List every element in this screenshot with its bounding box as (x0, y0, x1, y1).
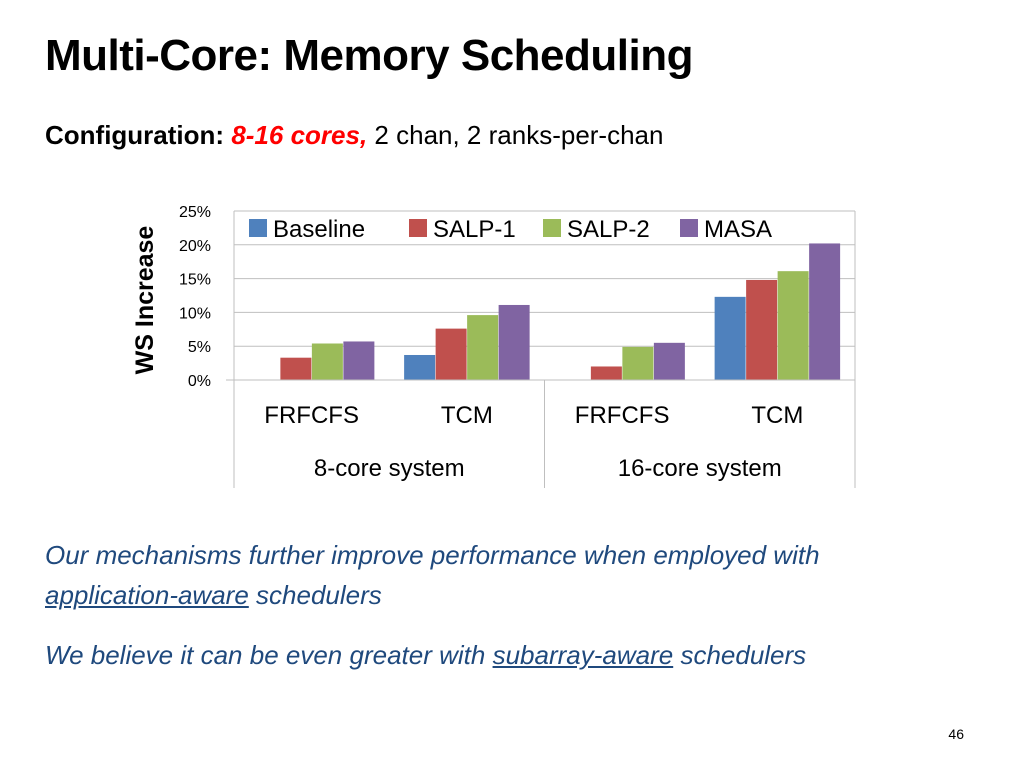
y-tick-label: 0% (188, 373, 211, 390)
y-tick-label: 15% (179, 272, 211, 289)
bar (343, 341, 375, 380)
note2-suffix: schedulers (680, 640, 807, 670)
x-tick-label: FRFCFS (575, 402, 670, 429)
bar (746, 279, 778, 380)
bar (280, 357, 312, 380)
legend-label: SALP-1 (433, 216, 516, 243)
bar (653, 342, 685, 380)
y-tick-label: 25% (179, 204, 211, 221)
configuration-cores: 8-16 cores, (231, 120, 368, 150)
note1-text: Our mechanisms further improve performan… (45, 540, 820, 570)
bar (777, 271, 809, 380)
configuration-details: 2 chan, 2 ranks-per-chan (374, 120, 664, 150)
y-tick-label: 20% (179, 238, 211, 255)
configuration-label: Configuration: (45, 120, 225, 150)
note2-text: We believe it can be even greater with (45, 640, 486, 670)
group-label: 8-core system (314, 455, 465, 482)
group-label: 16-core system (618, 455, 782, 482)
legend-swatch (543, 219, 561, 237)
y-tick-label: 10% (179, 305, 211, 322)
x-tick-label: TCM (441, 402, 493, 429)
note1-suffix: schedulers (256, 580, 382, 611)
legend-swatch (409, 219, 427, 237)
page-number: 46 (948, 726, 964, 742)
bar (311, 343, 343, 380)
legend-label: Baseline (273, 216, 365, 243)
note-application-aware: Our mechanisms further improve performan… (45, 535, 945, 616)
bar (435, 328, 467, 380)
legend-swatch (680, 219, 698, 237)
bar (498, 304, 530, 380)
bar (809, 243, 841, 380)
slide-title: Multi-Core: Memory Scheduling (45, 31, 693, 80)
legend-label: MASA (704, 216, 772, 243)
bar (590, 366, 622, 380)
x-tick-label: TCM (751, 402, 803, 429)
note1-underlined-term: application-aware (45, 580, 249, 611)
bar (404, 354, 436, 380)
configuration-line: Configuration: 8-16 cores, 2 chan, 2 ran… (45, 120, 663, 151)
bar (467, 315, 499, 380)
legend-swatch (249, 219, 267, 237)
y-tick-label: 5% (188, 339, 211, 356)
note2-underlined-term: subarray-aware (492, 640, 674, 670)
legend-label: SALP-2 (567, 216, 650, 243)
note-subarray-aware: We believe it can be even greater with s… (45, 635, 985, 675)
bar (714, 296, 746, 380)
bar (622, 346, 654, 380)
x-tick-label: FRFCFS (264, 402, 359, 429)
y-axis-title: WS Increase (131, 226, 159, 375)
